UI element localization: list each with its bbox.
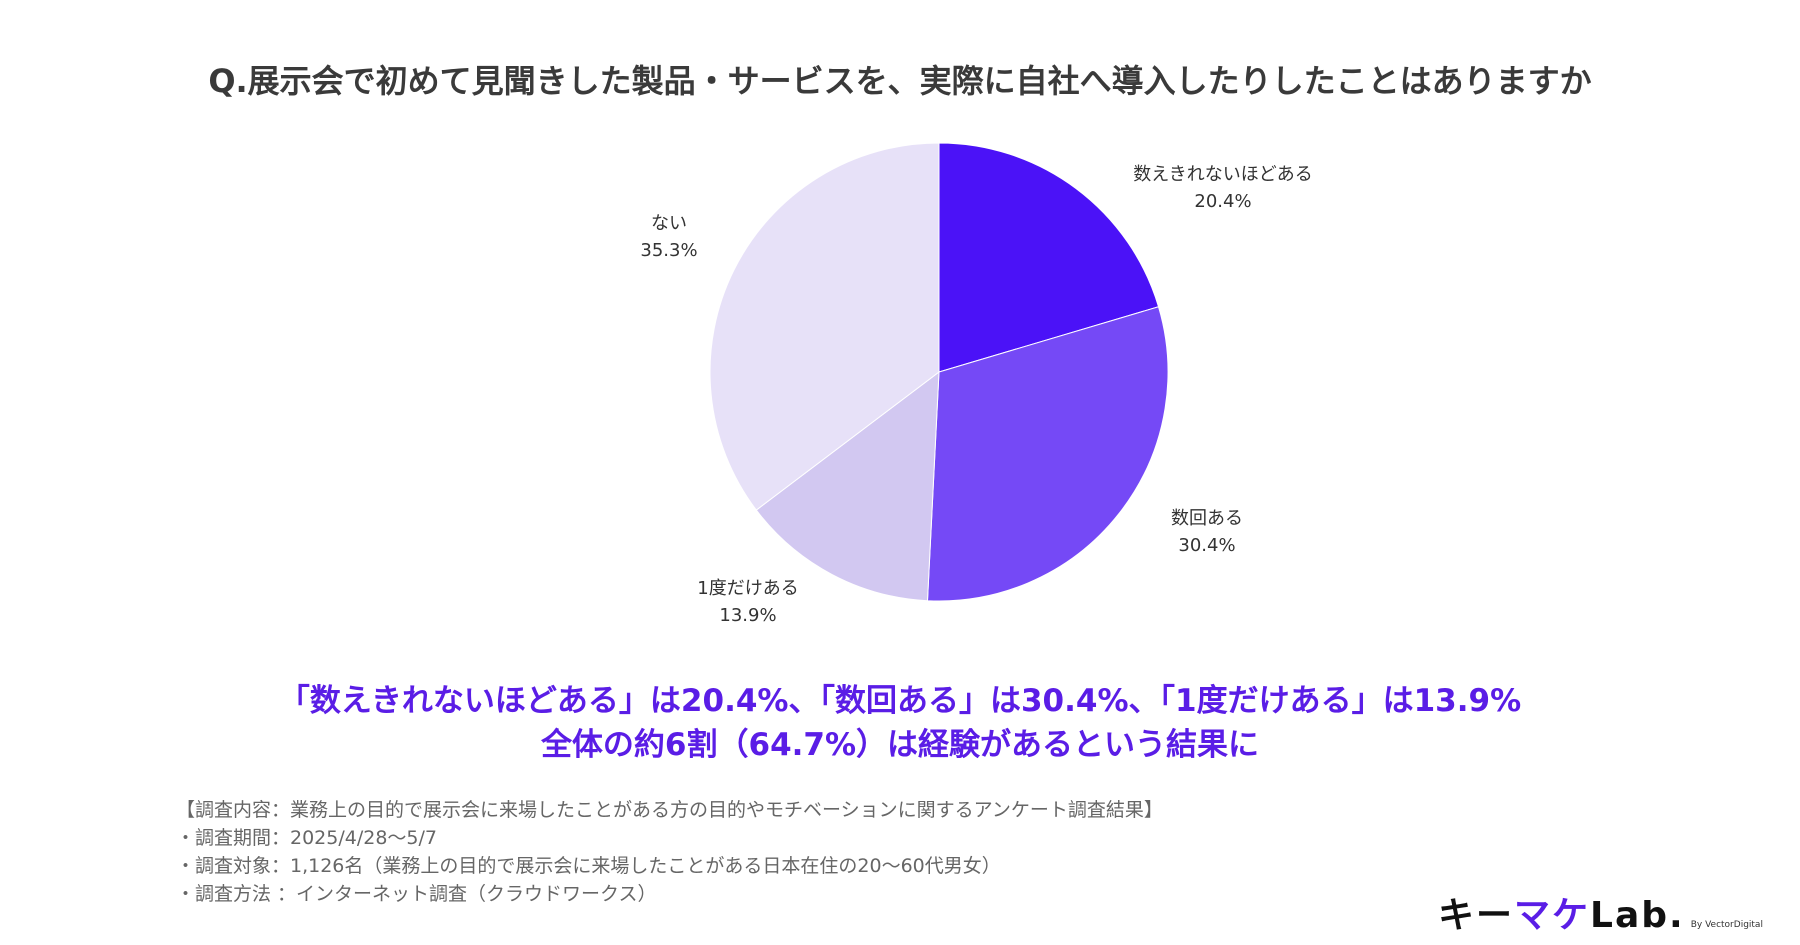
slice-label-text: ない <box>651 213 687 234</box>
brand-logo: キーマケLab. By VectorDigital <box>1438 886 1763 938</box>
slice-label-value: 30.4% <box>1178 535 1236 556</box>
slice-label-text: 数えきれないほどある <box>1133 164 1313 185</box>
slice-label-1: 数回ある 30.4% <box>1171 505 1243 559</box>
slice-label-text: 1度だけある <box>697 578 799 599</box>
footer-survey-method: ・調査方法 ：インターネット調査（クラウドワークス） <box>176 883 657 905</box>
logo-text-lab: Lab. <box>1590 895 1685 936</box>
slice-label-value: 13.9% <box>719 605 777 626</box>
slice-label-value: 20.4% <box>1194 191 1252 212</box>
slice-label-2: 1度だけある 13.9% <box>697 575 798 629</box>
pie-slice-2 <box>755 370 940 602</box>
pie-slice-1 <box>926 306 1169 602</box>
logo-subtext: By VectorDigital <box>1690 920 1763 930</box>
slice-label-0: 数えきれないほどある 20.4% <box>1133 161 1312 215</box>
highlight-line-2: 全体の約6割（64.7%）は経験があるという結果に <box>540 727 1260 763</box>
slice-label-value: 35.3% <box>640 240 698 261</box>
slice-label-text: 数回ある <box>1171 508 1243 529</box>
footer-survey-target: ・調査対象：1,126名（業務上の目的で展示会に来場したことがある日本在住の20… <box>176 855 1001 877</box>
logo-text: キー <box>1438 895 1515 936</box>
pie-slice-3 <box>709 142 940 511</box>
chart-title: Q.展示会で初めて見聞きした製品・サービスを、実際に自社へ導入したりしたことはあ… <box>208 62 1592 100</box>
logo-text-accent: マケ <box>1514 895 1591 936</box>
slice-label-3: ない 35.3% <box>640 210 697 264</box>
pie-slice-0 <box>938 142 1160 373</box>
highlight-line-1: 「数えきれないほどある」は20.4%、「数回ある」は30.4%、「1度だけある」… <box>278 683 1522 719</box>
footer-survey-period: ・調査期間：2025/4/28〜5/7 <box>176 827 437 849</box>
footer-survey-content: 【調査内容：業務上の目的で展示会に来場したことがある方の目的やモチベーションに関… <box>176 799 1163 821</box>
